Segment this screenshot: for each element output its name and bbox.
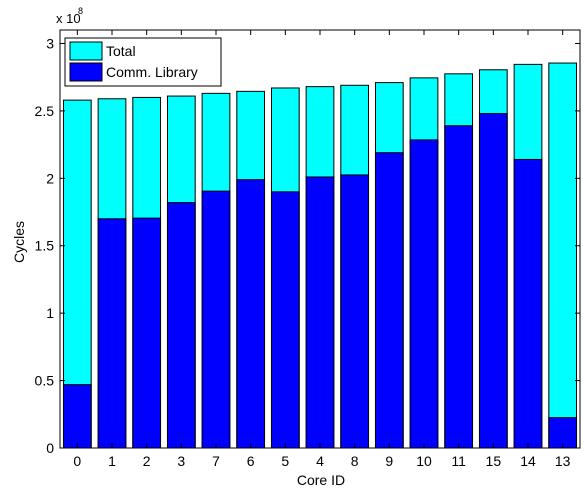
x-tick-label: 5 xyxy=(281,453,289,469)
x-tick-label: 14 xyxy=(520,453,536,469)
y-multiplier-exponent: 8 xyxy=(78,6,83,16)
y-tick-label: 2 xyxy=(46,170,54,186)
bar-comm-library-core-10 xyxy=(409,139,439,449)
x-axis-title: Core ID xyxy=(297,472,345,488)
bar-comm-library-core-3 xyxy=(166,202,196,449)
x-tick-label: 1 xyxy=(108,453,116,469)
legend: Total Comm. Library xyxy=(64,37,222,87)
bar-comm-library-core-1 xyxy=(97,218,127,449)
bar-comm-library-core-11 xyxy=(444,125,474,449)
y-tick-label: 0.5 xyxy=(35,373,55,389)
y-multiplier-label: x 10 xyxy=(56,11,81,26)
legend-label-total: Total xyxy=(106,43,136,59)
x-tick-label: 11 xyxy=(451,453,466,469)
bar-comm-library-core-5 xyxy=(270,191,300,449)
y-tick-label: 3 xyxy=(46,35,54,51)
y-tick-label: 0 xyxy=(46,440,54,456)
bar-comm-library-core-7 xyxy=(201,190,231,449)
legend-swatch-comm-library xyxy=(69,62,103,82)
bar-comm-library-core-0 xyxy=(62,384,92,449)
x-tick-label: 4 xyxy=(316,453,324,469)
bar-comm-library-core-2 xyxy=(132,217,162,449)
legend-swatch-total xyxy=(69,41,103,61)
bar-total-core-13 xyxy=(548,62,578,449)
x-tick-label: 2 xyxy=(143,453,151,469)
y-axis-title: Cycles xyxy=(11,221,27,263)
bar-comm-library-core-4 xyxy=(305,176,335,449)
x-axis: 0 1 2 3 7 6 5 4 8 9 10 11 15 14 13 xyxy=(73,30,571,469)
x-tick-label: 6 xyxy=(247,453,255,469)
comm-library-series xyxy=(62,113,578,449)
bar-comm-library-core-9 xyxy=(374,152,404,449)
y-axis: 0 0.5 1 1.5 2 2.5 3 xyxy=(35,35,580,456)
x-tick-label: 0 xyxy=(73,453,81,469)
x-tick-label: 10 xyxy=(416,453,432,469)
bar-comm-library-core-14 xyxy=(513,158,543,449)
x-tick-label: 8 xyxy=(351,453,359,469)
bar-comm-library-core-15 xyxy=(478,113,508,449)
y-tick-label: 2.5 xyxy=(35,103,55,119)
x-tick-label: 9 xyxy=(385,453,393,469)
legend-label-comm-library: Comm. Library xyxy=(106,64,198,80)
x-tick-label: 13 xyxy=(555,453,571,469)
y-tick-label: 1 xyxy=(46,305,54,321)
bar-comm-library-core-6 xyxy=(236,179,266,449)
y-tick-label: 1.5 xyxy=(35,238,55,254)
x-tick-label: 15 xyxy=(486,453,502,469)
bar-comm-library-core-13 xyxy=(548,417,578,449)
x-tick-label: 3 xyxy=(177,453,185,469)
bar-comm-library-core-8 xyxy=(340,174,370,449)
x-tick-label: 7 xyxy=(212,453,220,469)
